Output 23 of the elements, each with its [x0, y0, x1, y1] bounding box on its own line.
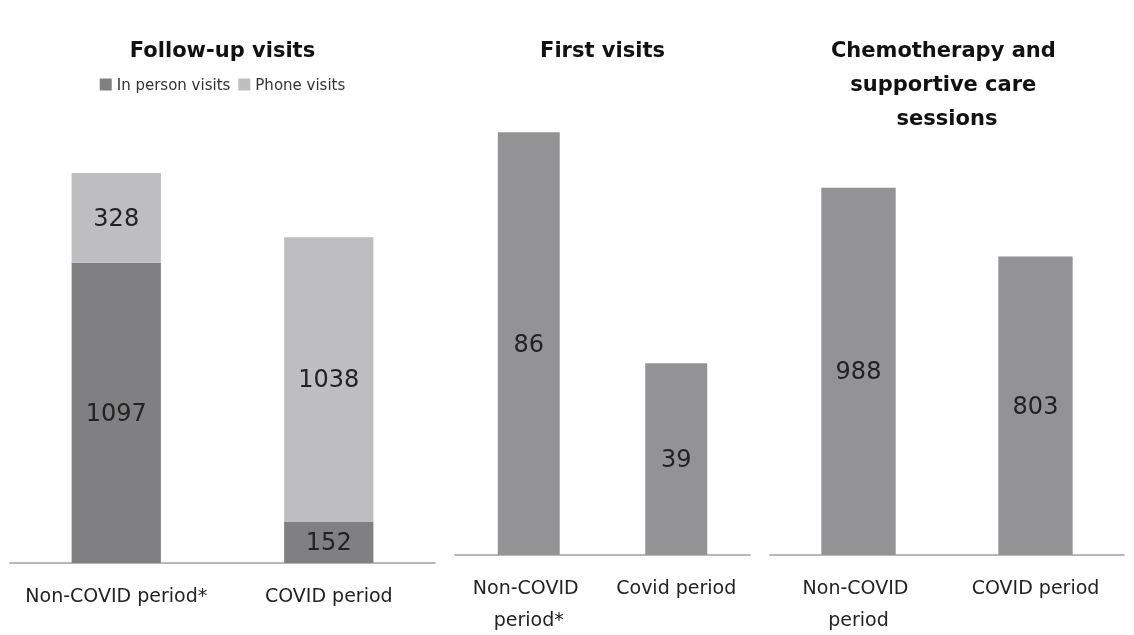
legend-label: In person visits — [116, 75, 231, 94]
chart-title: Follow-up visits — [129, 38, 316, 62]
data-label: 1097 — [85, 398, 147, 427]
data-label: 1038 — [298, 365, 360, 394]
bar — [71, 262, 161, 563]
data-label: 86 — [513, 329, 545, 358]
data-label: 39 — [660, 445, 692, 474]
data-label: 803 — [1012, 391, 1059, 420]
bar — [284, 521, 374, 563]
data-label: 988 — [835, 357, 882, 386]
x-tick-label: COVID period — [264, 584, 393, 606]
bar — [284, 237, 374, 522]
data-label: 152 — [305, 528, 352, 557]
x-tick-label: Covid period — [616, 576, 737, 598]
chart-title: First visits — [540, 38, 665, 62]
x-tick-label: Non-COVID period* — [472, 576, 585, 630]
x-tick-label: Non-COVID period — [802, 576, 915, 630]
data-label: 328 — [93, 203, 140, 232]
bar — [71, 173, 161, 263]
x-tick-label: Non-COVID period* — [25, 584, 208, 606]
legend-label: Phone visits — [255, 75, 346, 94]
x-tick-label: COVID period — [971, 576, 1100, 598]
chart-title: Chemotherapy and supportive care sessions — [830, 38, 1064, 130]
